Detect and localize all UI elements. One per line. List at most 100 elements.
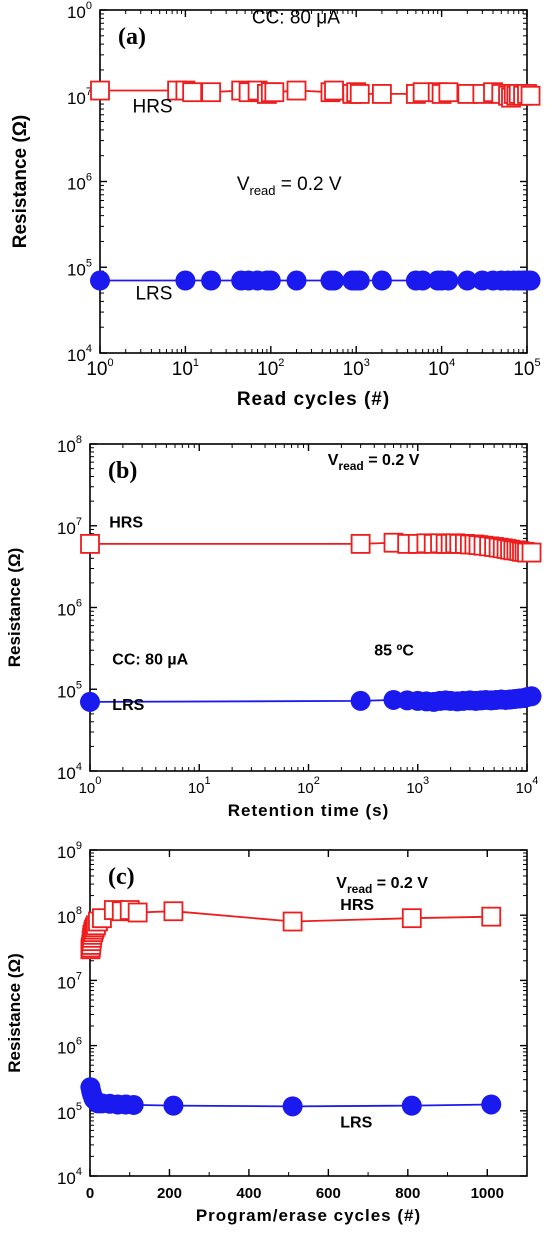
annotation: Vread = 0.2 V (336, 875, 428, 896)
data-point-circle (324, 270, 345, 291)
x-tick-label: 0 (86, 1185, 94, 1202)
x-tick-label: 100 (86, 357, 113, 380)
data-point-square (264, 82, 285, 103)
y-tick-label: 105 (57, 679, 82, 701)
x-tick-label: 101 (172, 357, 199, 380)
data-point-square (201, 82, 222, 103)
data-point-circle (286, 270, 307, 291)
data-point-square (401, 908, 422, 929)
data-point-circle (438, 270, 459, 291)
series-hrs (80, 900, 502, 960)
data-point-square (127, 902, 148, 923)
panel-label: (a) (118, 24, 146, 50)
data-point-circle (521, 686, 542, 707)
y-tick-label: 106 (57, 598, 82, 620)
x-tick-label: 600 (316, 1185, 341, 1202)
x-tick-label: 103 (406, 775, 429, 797)
series-lrs (80, 1077, 502, 1117)
x-tick-label: 800 (395, 1185, 420, 1202)
data-point-circle (350, 690, 371, 711)
series-lrs (80, 686, 542, 712)
x-tick-label: 105 (513, 357, 540, 380)
data-point-square (90, 80, 110, 101)
data-point-square (282, 911, 303, 932)
data-point-square (182, 82, 203, 103)
annotation: Vread = 0.2 V (237, 174, 342, 198)
x-tick-label: 102 (297, 775, 320, 797)
data-point-circle (90, 270, 110, 291)
y-tick-label: 107 (57, 516, 82, 538)
x-tick-label: 104 (428, 357, 455, 380)
y-tick-label: 105 (57, 1101, 82, 1123)
data-point-circle (163, 1095, 184, 1116)
series-lrs (90, 270, 541, 291)
y-tick-label: 104 (57, 761, 82, 783)
y-axis-label: Resistance (Ω) (10, 115, 31, 249)
x-axis-label: Read cycles (#) (237, 389, 390, 410)
x-tick-label: 200 (157, 1185, 182, 1202)
plot-frame (89, 443, 528, 772)
chart-panel-a: 104 105 106 107 100 100 101 102 103 104 105 Read cy… (10, 0, 541, 410)
y-tick-label: 104 (67, 343, 92, 365)
data-point-circle (412, 270, 433, 291)
data-point-circle (349, 270, 370, 291)
y-tick-label: 106 (67, 172, 92, 194)
data-point-circle (457, 270, 478, 291)
data-point-circle (282, 1096, 303, 1117)
y-tick-label: 108 (57, 905, 82, 927)
annotation: CC: 80 μA (252, 7, 340, 28)
data-point-circle (201, 270, 222, 291)
data-point-circle (401, 1095, 422, 1116)
x-tick-label: 100 (79, 775, 102, 797)
panel-label: (b) (108, 458, 137, 484)
y-axis-label: Resistance (Ω) (5, 548, 24, 667)
y-tick-label: 109 (57, 840, 82, 862)
annotation: LRS (340, 1115, 372, 1132)
plot-frame (89, 849, 528, 1177)
y-tick-label: 106 (57, 1036, 82, 1058)
x-axis-label: Program/erase cycles (#) (196, 1206, 421, 1225)
data-point-circle (371, 270, 392, 291)
series-hrs (90, 80, 541, 108)
annotation: CC: 80 µA (112, 652, 188, 669)
data-point-circle (175, 270, 196, 291)
y-tick-label: 104 (57, 1166, 82, 1188)
panel-label: (c) (108, 864, 135, 890)
annotation: LRS (135, 284, 172, 305)
chart-panel-c: 104 105 106 107 108 109 0 200 400 600 800 1000 Progr… (5, 840, 528, 1225)
annotation: HRS (132, 96, 172, 117)
y-tick-label: 100 (67, 0, 92, 22)
x-tick-label: 101 (188, 775, 211, 797)
annotation: LRS (112, 697, 144, 714)
annotation: HRS (340, 897, 374, 914)
data-point-circle (481, 1094, 502, 1115)
chart-panel-b: 104 105 106 107 108 100 101 102 103 104 Retention … (5, 434, 542, 820)
data-point-square (324, 80, 344, 101)
data-point-square (438, 82, 459, 103)
data-point-square (372, 84, 392, 104)
series-hrs (80, 532, 542, 563)
data-point-square (521, 542, 542, 563)
data-point-square (520, 85, 541, 106)
data-point-square (350, 533, 371, 554)
data-point-circle (520, 270, 541, 291)
x-tick-label: 1000 (471, 1185, 504, 1202)
data-point-square (163, 901, 184, 922)
x-tick-label: 102 (257, 357, 284, 380)
y-tick-label: 107 (67, 86, 92, 108)
y-tick-label: 108 (57, 434, 82, 456)
data-point-circle (123, 1094, 144, 1115)
data-point-square (80, 533, 100, 554)
x-axis-label: Retention time (s) (228, 801, 390, 820)
annotation: Vread = 0.2 V (328, 452, 420, 473)
data-point-square (286, 80, 307, 101)
annotation: HRS (109, 515, 143, 532)
data-point-square (349, 84, 370, 104)
x-tick-label: 103 (343, 357, 370, 380)
data-point-square (481, 906, 502, 927)
y-tick-label: 105 (67, 257, 92, 279)
annotation: 85 ºC (374, 642, 414, 659)
x-tick-label: 400 (236, 1185, 261, 1202)
x-tick-label: 104 (516, 775, 539, 797)
